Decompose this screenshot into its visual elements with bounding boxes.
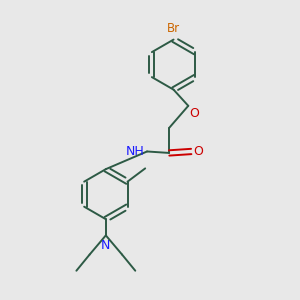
- Text: NH: NH: [126, 145, 145, 158]
- Text: Br: Br: [167, 22, 180, 35]
- Text: O: O: [189, 107, 199, 120]
- Text: O: O: [194, 145, 203, 158]
- Text: N: N: [101, 239, 110, 252]
